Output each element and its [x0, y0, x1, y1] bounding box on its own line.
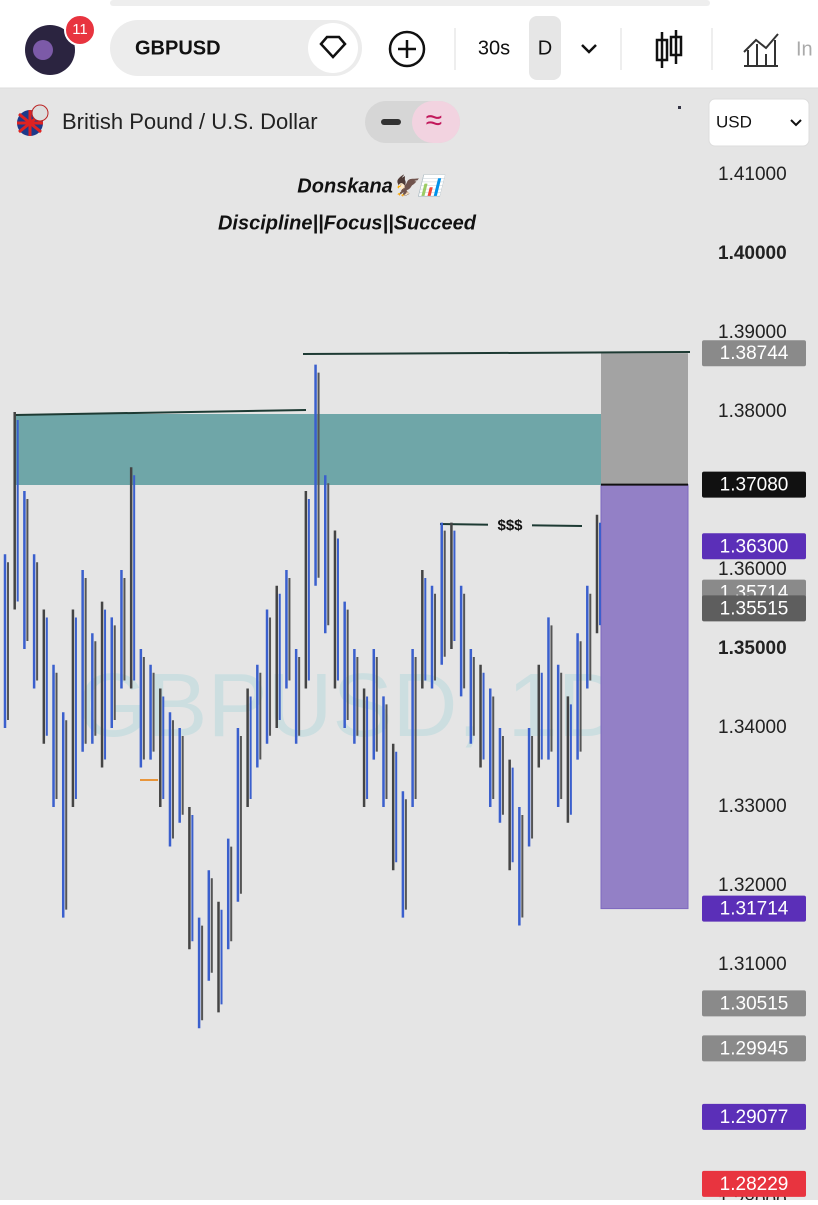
notification-count: 11 [72, 21, 88, 38]
price-badge-label: 1.29077 [720, 1107, 789, 1128]
price-tick-label: 1.40000 [718, 243, 787, 264]
symbol: GBPUSD [135, 37, 221, 59]
stop-box [600, 484, 689, 910]
avatar-art [33, 40, 53, 60]
price-badge-label: 1.28229 [720, 1174, 789, 1195]
price-badge [702, 471, 806, 498]
supply-zone [15, 414, 601, 485]
flag-us [31, 104, 49, 122]
price-tick-label: 1.38000 [718, 401, 787, 422]
price-badge [702, 1035, 806, 1062]
dot [678, 106, 681, 109]
price-badge [702, 533, 806, 560]
price-badge [702, 340, 806, 367]
symbol-icon-bg [308, 23, 358, 73]
price-tick-label: 1.35000 [718, 638, 787, 659]
price-badge-label: 1.31714 [720, 899, 789, 920]
price-badge [702, 595, 806, 622]
author: Donskana🦅📊 [297, 173, 446, 197]
price-tick-label: 1.41000 [718, 164, 787, 185]
price-badge-label: 1.38744 [720, 343, 789, 364]
flag-cross [17, 110, 43, 136]
price-badge [702, 895, 806, 922]
currency-select[interactable] [708, 98, 810, 147]
candle-icon[interactable] [655, 30, 683, 68]
liquidity-label: $$$ [497, 517, 523, 534]
indicators[interactable]: In [796, 38, 813, 60]
price-tick-label: 1.34000 [718, 717, 787, 738]
price-tick-label: 1.31000 [718, 954, 787, 975]
price-badge [702, 990, 806, 1017]
motto: Discipline||Focus||Succeed [218, 212, 477, 234]
toggle-active [412, 101, 460, 143]
top-edge [110, 0, 710, 6]
price-tick-label: 1.36000 [718, 559, 787, 580]
interval[interactable]: 30s [478, 37, 510, 59]
minus-icon [381, 119, 401, 125]
price-badge-label: 1.29945 [720, 1038, 789, 1059]
indicators-icon[interactable] [743, 33, 779, 67]
diamond-icon [319, 35, 347, 59]
chevron [790, 119, 802, 127]
price-badge-label: 1.35515 [720, 598, 789, 619]
price-badge-label: 1.37080 [720, 475, 789, 496]
price-badge [702, 1103, 806, 1130]
add-button[interactable] [388, 30, 426, 68]
price-badge-label: 1.36300 [720, 536, 789, 557]
timeframe[interactable]: D [538, 37, 552, 59]
high-line [302, 351, 691, 355]
price-badge [702, 1170, 806, 1197]
notification-badge [64, 14, 96, 46]
price-tick-label: 1.32000 [718, 875, 787, 896]
approx-icon: ≈ [426, 104, 442, 137]
timeframe-bg [529, 16, 561, 80]
instrument: British Pound / U.S. Dollar [62, 109, 318, 134]
currency: USD [716, 112, 752, 131]
price-badge-label: 1.30515 [720, 993, 789, 1014]
symbol-search[interactable] [110, 20, 362, 76]
plus-icon [398, 40, 416, 58]
price-tick-label: 1.39000 [718, 322, 787, 343]
target-box [601, 353, 688, 485]
label-bg [488, 516, 532, 534]
chevron[interactable] [581, 44, 597, 54]
price-tick-label: 1.33000 [718, 796, 787, 817]
trend-line [14, 409, 307, 416]
